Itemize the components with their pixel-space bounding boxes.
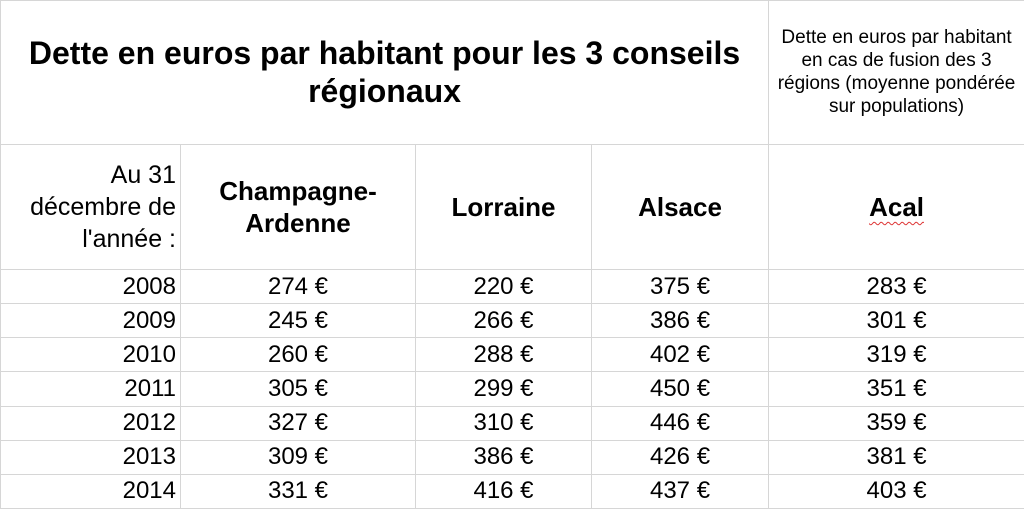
table-title: Dette en euros par habitant pour les 3 c…: [0, 0, 770, 145]
alsace-cell: 402 €: [590, 337, 770, 373]
alsace-cell: 437 €: [590, 473, 770, 509]
acal-cell: 359 €: [768, 405, 1024, 441]
year-cell: 2014: [0, 473, 181, 509]
lorraine-cell: 416 €: [415, 473, 592, 509]
champagne-ardenne-cell: 309 €: [180, 439, 416, 475]
alsace-cell: 426 €: [590, 439, 770, 475]
column-header-acal: Acal: [768, 143, 1024, 271]
year-cell: 2011: [0, 371, 181, 407]
champagne-ardenne-cell: 305 €: [180, 371, 416, 407]
table-row: 2011 305 €299 €450 €351 €: [0, 371, 1024, 407]
champagne-ardenne-cell: 331 €: [180, 473, 416, 509]
champagne-ardenne-cell: 274 €: [180, 269, 416, 305]
table-row: 2010 260 €288 €402 €319 €: [0, 337, 1024, 373]
acal-cell: 403 €: [768, 473, 1024, 509]
acal-cell: 381 €: [768, 439, 1024, 475]
year-column-header: Au 31 décembre de l'année :: [0, 143, 181, 271]
lorraine-cell: 310 €: [415, 405, 592, 441]
acal-cell: 283 €: [768, 269, 1024, 305]
lorraine-cell: 288 €: [415, 337, 592, 373]
alsace-cell: 450 €: [590, 371, 770, 407]
year-cell: 2012: [0, 405, 181, 441]
year-cell: 2010: [0, 337, 181, 373]
table-row: 2008 274 €220 €375 €283 €: [0, 269, 1024, 305]
column-header-label: Acal: [869, 191, 924, 222]
champagne-ardenne-cell: 260 €: [180, 337, 416, 373]
acal-cell: 319 €: [768, 337, 1024, 373]
champagne-ardenne-cell: 245 €: [180, 303, 416, 339]
acal-cell: 351 €: [768, 371, 1024, 407]
alsace-cell: 386 €: [590, 303, 770, 339]
year-cell: 2008: [0, 269, 181, 305]
acal-cell: 301 €: [768, 303, 1024, 339]
fusion-note: Dette en euros par habitant en cas de fu…: [768, 0, 1024, 145]
lorraine-cell: 299 €: [415, 371, 592, 407]
column-header-lorraine: Lorraine: [415, 143, 592, 271]
title-row: Dette en euros par habitant pour les 3 c…: [0, 0, 1024, 145]
header-row: Au 31 décembre de l'année : Champagne-Ar…: [0, 143, 1024, 271]
table-row: 2009 245 €266 €386 €301 €: [0, 303, 1024, 339]
column-header-label: Champagne-Ardenne: [219, 175, 377, 238]
table-row: 2014 331 €416 €437 €403 €: [0, 473, 1024, 509]
lorraine-cell: 266 €: [415, 303, 592, 339]
table-row: 2012 327 €310 €446 €359 €: [0, 405, 1024, 441]
table-row: 2013 309 €386 €426 €381 €: [0, 439, 1024, 475]
year-cell: 2013: [0, 439, 181, 475]
champagne-ardenne-cell: 327 €: [180, 405, 416, 441]
column-header-alsace: Alsace: [590, 143, 770, 271]
lorraine-cell: 220 €: [415, 269, 592, 305]
alsace-cell: 375 €: [590, 269, 770, 305]
year-cell: 2009: [0, 303, 181, 339]
lorraine-cell: 386 €: [415, 439, 592, 475]
column-header-champagne-ardenne: Champagne-Ardenne: [180, 143, 416, 271]
alsace-cell: 446 €: [590, 405, 770, 441]
